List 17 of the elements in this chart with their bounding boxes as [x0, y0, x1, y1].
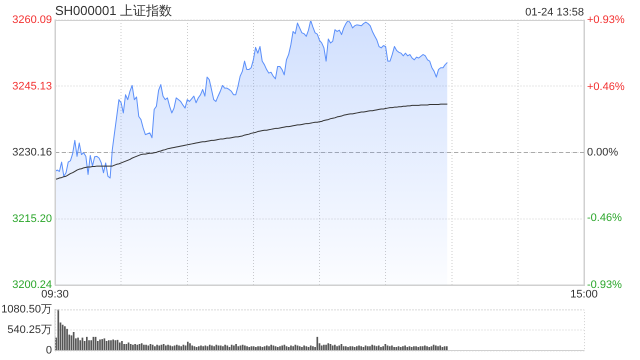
y2-tick-label: -0.46%: [587, 212, 622, 224]
chart-title: SH000001 上证指数: [55, 3, 172, 18]
x-tick-label: 15:00: [570, 288, 598, 301]
text: 01-24 13:58: [525, 6, 584, 19]
y-tick-label: 3230.16: [12, 146, 52, 159]
y-tick-label: 1080.50万: [1, 304, 52, 316]
y2-tick-label: +0.46%: [587, 80, 625, 93]
y2-tick-label: +0.93%: [587, 14, 625, 26]
y-tick-label: 3215.20: [12, 212, 52, 225]
x-tick-label: 09:30: [41, 288, 69, 301]
y2-tick-label: -0.93%: [587, 279, 622, 292]
y-tick-label: 3200.24: [12, 279, 52, 292]
y-tick-label: 0: [46, 344, 52, 356]
y-tick-label: 3245.13: [12, 80, 52, 92]
y-tick-label: 3260.09: [12, 14, 52, 26]
y-tick-label: 540.25万: [7, 324, 52, 336]
y2-tick-label: 0.00%: [587, 146, 618, 159]
